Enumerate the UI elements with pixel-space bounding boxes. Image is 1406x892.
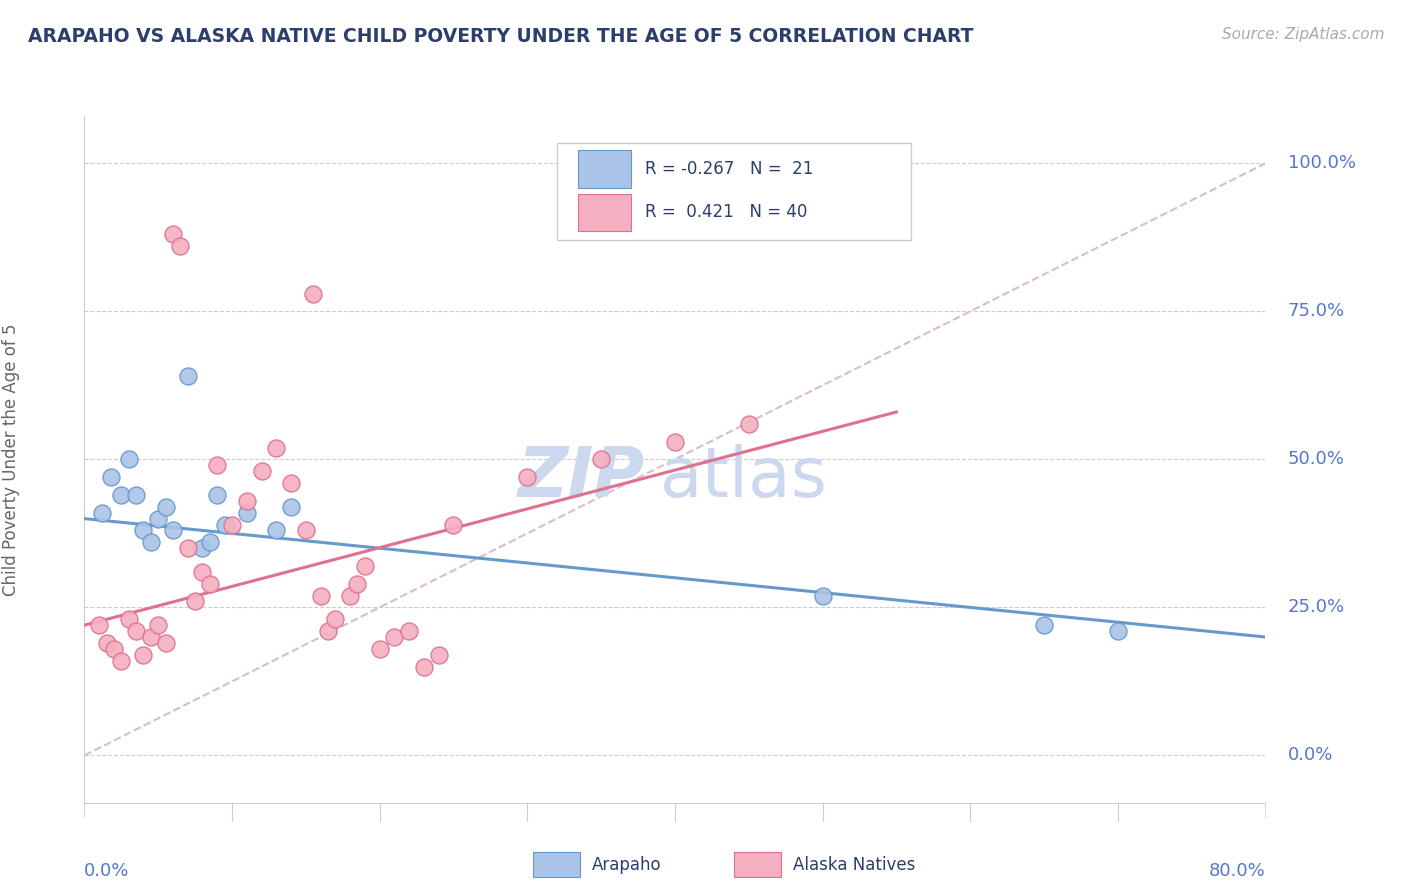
Point (162, 524, 184, 538)
Point (221, 517, 243, 532)
Point (132, 524, 155, 538)
Point (398, 624, 420, 639)
Point (250, 464, 273, 478)
Point (125, 488, 148, 502)
Point (118, 452, 141, 467)
Point (302, 286, 325, 301)
Text: Source: ZipAtlas.com: Source: ZipAtlas.com (1222, 27, 1385, 42)
Point (91, 506, 114, 520)
Point (235, 506, 259, 520)
Point (316, 624, 339, 639)
Point (354, 558, 377, 573)
Point (591, 452, 613, 467)
Text: atlas: atlas (661, 443, 828, 510)
Text: Arapaho: Arapaho (592, 855, 662, 873)
Point (1107, 624, 1129, 639)
Text: 0.0%: 0.0% (84, 862, 129, 880)
Text: ZIP: ZIP (517, 443, 645, 510)
Point (191, 541, 214, 556)
Text: Alaska Natives: Alaska Natives (793, 855, 915, 873)
Text: 80.0%: 80.0% (1209, 862, 1265, 880)
Point (169, 239, 191, 253)
Point (235, 493, 259, 508)
Point (382, 630, 406, 644)
Point (664, 434, 686, 449)
Point (346, 576, 368, 591)
Point (191, 565, 214, 579)
Text: R = -0.267   N =  21: R = -0.267 N = 21 (645, 160, 814, 178)
Point (118, 612, 141, 626)
Point (100, 470, 122, 484)
Point (96, 636, 118, 650)
Point (738, 417, 761, 431)
Point (184, 594, 207, 608)
Text: 0.0%: 0.0% (1288, 747, 1333, 764)
Point (280, 476, 302, 491)
Point (177, 541, 200, 556)
Point (110, 488, 132, 502)
Point (139, 630, 162, 644)
Text: 50.0%: 50.0% (1288, 450, 1344, 468)
FancyBboxPatch shape (578, 194, 631, 231)
Point (87, 618, 111, 632)
Point (148, 511, 170, 525)
Text: 25.0%: 25.0% (1288, 599, 1344, 616)
Text: 75.0%: 75.0% (1288, 302, 1344, 320)
Point (177, 369, 200, 384)
Point (516, 470, 538, 484)
Point (205, 458, 228, 473)
Point (441, 517, 464, 532)
Point (125, 624, 148, 639)
Point (264, 524, 288, 538)
Text: 100.0%: 100.0% (1288, 154, 1355, 172)
Point (811, 589, 834, 603)
Point (198, 535, 221, 549)
Point (139, 535, 162, 549)
Point (1032, 618, 1054, 632)
Text: Child Poverty Under the Age of 5: Child Poverty Under the Age of 5 (1, 323, 20, 596)
Point (339, 589, 361, 603)
Point (155, 500, 177, 514)
FancyBboxPatch shape (557, 144, 911, 240)
Point (198, 576, 221, 591)
Point (214, 517, 236, 532)
Point (309, 589, 332, 603)
Point (368, 641, 391, 656)
FancyBboxPatch shape (734, 852, 782, 877)
Point (280, 500, 302, 514)
Text: R =  0.421   N = 40: R = 0.421 N = 40 (645, 203, 807, 221)
FancyBboxPatch shape (533, 852, 581, 877)
Point (205, 488, 228, 502)
Point (323, 612, 347, 626)
Point (427, 648, 450, 662)
Point (132, 648, 155, 662)
Point (264, 441, 288, 455)
Point (103, 641, 125, 656)
Point (295, 524, 318, 538)
Point (110, 654, 132, 668)
Point (413, 659, 436, 673)
Point (148, 618, 170, 632)
Point (155, 636, 177, 650)
FancyBboxPatch shape (578, 150, 631, 188)
Text: ARAPAHO VS ALASKA NATIVE CHILD POVERTY UNDER THE AGE OF 5 CORRELATION CHART: ARAPAHO VS ALASKA NATIVE CHILD POVERTY U… (28, 27, 973, 45)
Point (162, 227, 184, 242)
